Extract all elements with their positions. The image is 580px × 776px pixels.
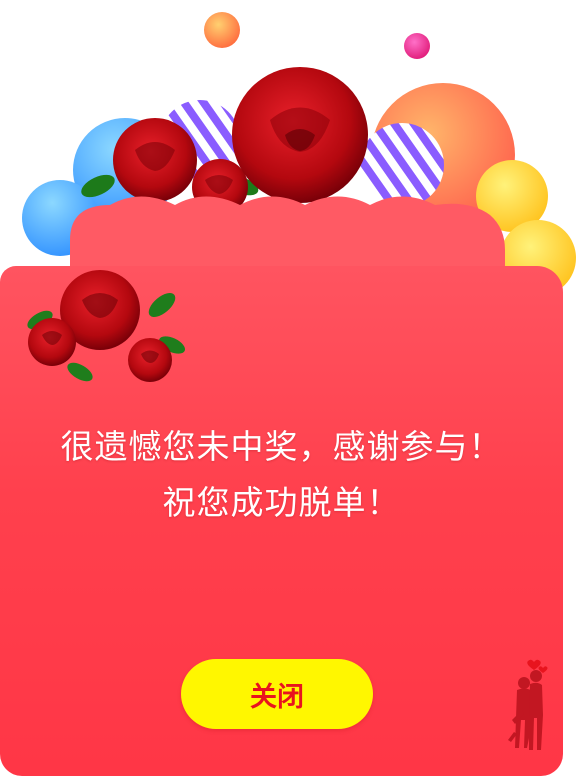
- rose-bouquet-icon: [81, 67, 368, 215]
- heart-icon: [538, 666, 548, 673]
- heart-icon: [527, 659, 541, 670]
- balloon-icon: [204, 12, 240, 48]
- balloon-icon: [476, 160, 548, 232]
- result-message-line1: 很遗憾您未中奖，感谢参与！: [60, 427, 503, 466]
- result-message-line2: 祝您成功脱单！: [162, 483, 401, 522]
- couple-silhouette-icon: [508, 670, 543, 750]
- close-button[interactable]: 关闭: [181, 659, 373, 729]
- balloon-icon: [404, 33, 430, 59]
- balloon-icon: [360, 123, 444, 207]
- rose-icon: [27, 270, 186, 382]
